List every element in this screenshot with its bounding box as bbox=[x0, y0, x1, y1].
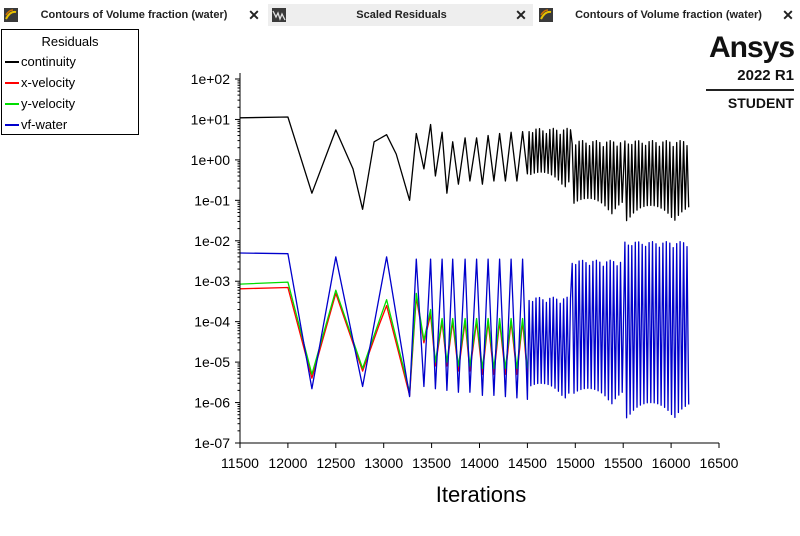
tab-bar: Contours of Volume fraction (water) ✕ Sc… bbox=[0, 0, 800, 28]
y-tick-label: 1e+00 bbox=[191, 152, 231, 168]
x-tick-label: 14000 bbox=[460, 455, 499, 471]
legend-item-vf-water: vf-water bbox=[2, 114, 138, 135]
y-tick-label: 1e+01 bbox=[191, 111, 231, 127]
y-tick-label: 1e-07 bbox=[194, 435, 230, 451]
x-tick-label: 15000 bbox=[556, 455, 595, 471]
y-tick-label: 1e-06 bbox=[194, 395, 230, 411]
logo-version: 2022 R1 bbox=[737, 67, 794, 84]
legend-label: y-velocity bbox=[21, 96, 76, 111]
x-tick-label: 16500 bbox=[700, 455, 739, 471]
legend-item-y-velocity: y-velocity bbox=[2, 93, 138, 114]
x-tick-label: 13000 bbox=[364, 455, 403, 471]
legend: Residuals continuity x-velocity y-veloci… bbox=[1, 29, 139, 135]
x-tick-label: 12000 bbox=[268, 455, 307, 471]
tab-label: Scaled Residuals bbox=[356, 9, 447, 21]
y-tick-label: 1e-04 bbox=[194, 314, 230, 330]
logo-divider bbox=[706, 89, 794, 91]
residuals-plot-icon bbox=[272, 8, 286, 22]
tab-contours-2[interactable]: Contours of Volume fraction (water) ✕ bbox=[535, 4, 800, 26]
axes: 1e+02 1e+01 1e+00 1e-01 1e-02 1e-03 1e-04 1e-05… bbox=[191, 71, 739, 471]
plot-lines bbox=[239, 116, 690, 419]
y-tick-label: 1e-02 bbox=[194, 233, 230, 249]
logo-name: Ansys bbox=[708, 31, 795, 64]
x-tick-label: 12500 bbox=[316, 455, 355, 471]
y-tick-label: 1e+02 bbox=[191, 71, 231, 87]
tab-label: Contours of Volume fraction (water) bbox=[575, 9, 762, 21]
tab-contours-1[interactable]: Contours of Volume fraction (water) ✕ bbox=[0, 4, 266, 26]
y-tick-label: 1e-05 bbox=[194, 354, 230, 370]
legend-swatch bbox=[5, 123, 19, 126]
legend-label: x-velocity bbox=[21, 75, 76, 90]
x-tick-label: 15500 bbox=[604, 455, 643, 471]
x-tick-label: 16000 bbox=[652, 455, 691, 471]
close-icon[interactable]: ✕ bbox=[515, 6, 527, 23]
contour-icon bbox=[539, 8, 553, 22]
x-tick-label: 14500 bbox=[508, 455, 547, 471]
contour-icon bbox=[4, 8, 18, 22]
x-tick-label: 11500 bbox=[221, 455, 259, 471]
tab-label: Contours of Volume fraction (water) bbox=[40, 9, 228, 21]
series-line-vf-water bbox=[239, 241, 690, 419]
legend-title: Residuals bbox=[41, 34, 99, 49]
legend-item-x-velocity: x-velocity bbox=[2, 72, 138, 93]
y-tick-label: 1e-03 bbox=[194, 273, 230, 289]
legend-label: continuity bbox=[21, 54, 76, 69]
series-line-continuity bbox=[239, 116, 690, 222]
legend-swatch bbox=[5, 60, 19, 63]
legend-swatch bbox=[5, 102, 19, 105]
x-tick-label: 13500 bbox=[412, 455, 451, 471]
close-icon[interactable]: ✕ bbox=[782, 6, 794, 23]
ansys-logo: Ansys 2022 R1 STUDENT bbox=[694, 31, 795, 112]
legend-label: vf-water bbox=[21, 117, 68, 132]
logo-edition: STUDENT bbox=[727, 95, 794, 111]
y-tick-label: 1e-01 bbox=[194, 192, 230, 208]
tab-scaled-residuals[interactable]: Scaled Residuals ✕ bbox=[268, 4, 533, 26]
x-axis-title: Iterations bbox=[436, 482, 527, 507]
legend-swatch bbox=[5, 81, 19, 84]
close-icon[interactable]: ✕ bbox=[248, 6, 260, 23]
legend-item-continuity: continuity bbox=[2, 51, 138, 72]
